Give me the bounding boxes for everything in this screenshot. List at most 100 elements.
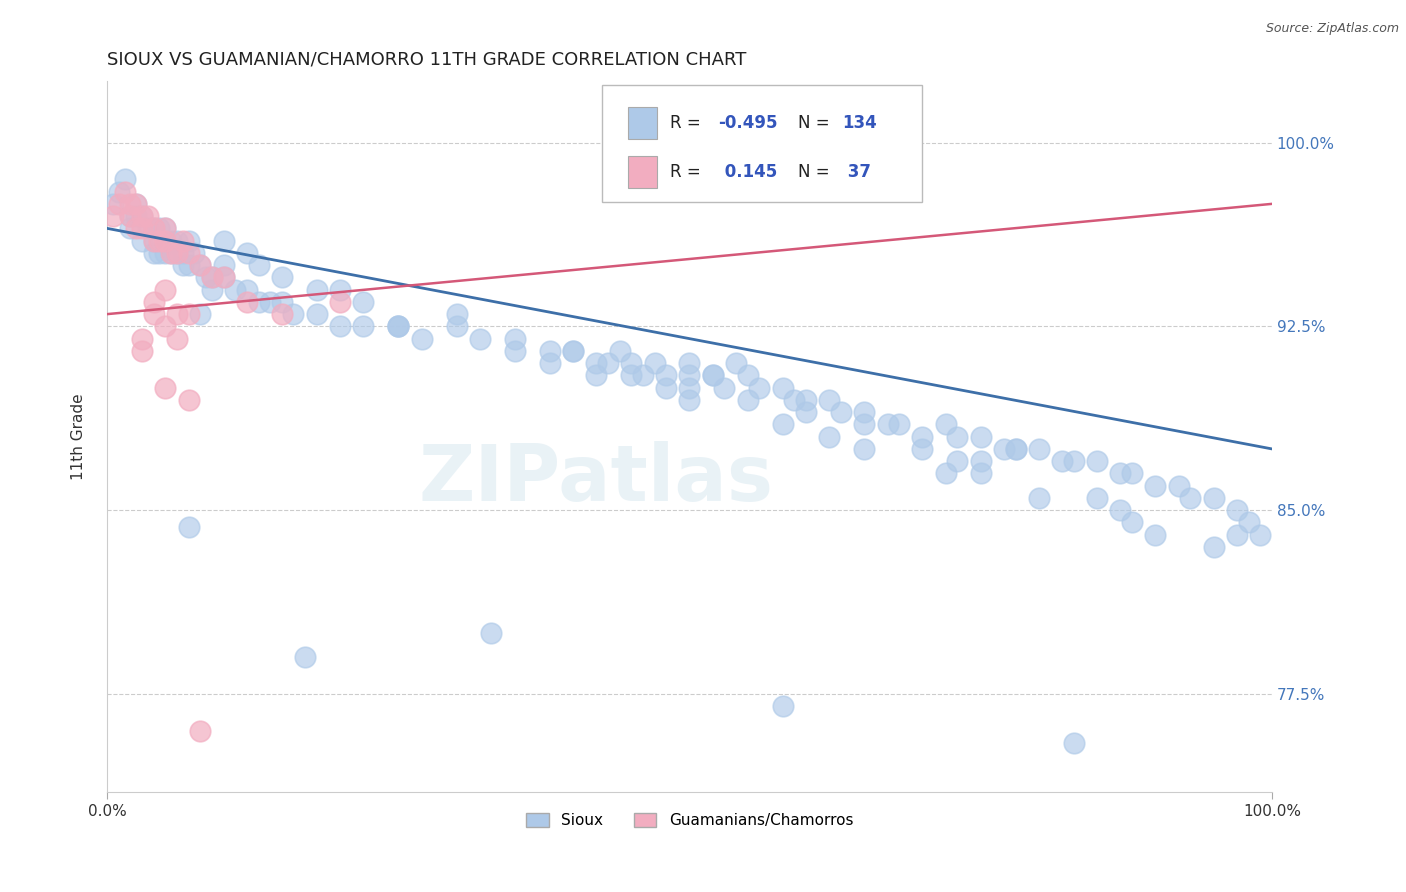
Point — [411, 332, 433, 346]
Point — [142, 234, 165, 248]
Point — [136, 209, 159, 223]
Point — [166, 245, 188, 260]
Point — [125, 221, 148, 235]
Point — [1167, 478, 1189, 492]
Point — [772, 381, 794, 395]
Point — [387, 319, 409, 334]
Point — [678, 392, 700, 407]
Text: Source: ZipAtlas.com: Source: ZipAtlas.com — [1265, 22, 1399, 36]
Point — [1109, 467, 1132, 481]
Point — [270, 307, 292, 321]
Point — [177, 392, 200, 407]
Point — [481, 625, 503, 640]
Point — [247, 258, 270, 272]
Point — [131, 332, 153, 346]
Point — [1144, 527, 1167, 541]
Point — [166, 234, 188, 248]
Point — [120, 221, 142, 235]
Point — [387, 319, 409, 334]
Point — [678, 368, 700, 383]
Point — [160, 245, 183, 260]
Point — [655, 368, 678, 383]
Point — [794, 405, 817, 419]
Point — [329, 319, 352, 334]
FancyBboxPatch shape — [627, 107, 657, 139]
Point — [644, 356, 666, 370]
Text: R =: R = — [669, 163, 700, 181]
Point — [737, 368, 759, 383]
Point — [911, 430, 934, 444]
Point — [1121, 516, 1143, 530]
Point — [538, 356, 561, 370]
Point — [1226, 503, 1249, 517]
Point — [876, 417, 898, 432]
Point — [503, 343, 526, 358]
Point — [702, 368, 724, 383]
Point — [201, 270, 224, 285]
Point — [1028, 442, 1050, 456]
Point — [970, 454, 993, 468]
Point — [1144, 478, 1167, 492]
Point — [1028, 491, 1050, 505]
Point — [596, 356, 619, 370]
FancyBboxPatch shape — [627, 156, 657, 188]
Point — [172, 234, 194, 248]
Point — [620, 356, 643, 370]
Point — [101, 209, 124, 223]
Point — [142, 221, 165, 235]
Point — [1085, 454, 1108, 468]
Point — [562, 343, 585, 358]
Point — [259, 294, 281, 309]
Point — [172, 245, 194, 260]
Point — [1050, 454, 1073, 468]
Point — [107, 185, 129, 199]
Point — [562, 343, 585, 358]
Point — [166, 307, 188, 321]
Point — [772, 699, 794, 714]
Point — [155, 381, 177, 395]
Point — [160, 245, 183, 260]
Point — [655, 381, 678, 395]
Point — [1109, 503, 1132, 517]
Y-axis label: 11th Grade: 11th Grade — [72, 393, 86, 480]
Point — [713, 381, 735, 395]
Point — [1004, 442, 1026, 456]
Point — [155, 319, 177, 334]
Point — [166, 245, 188, 260]
Point — [1063, 736, 1085, 750]
Text: R =: R = — [669, 114, 700, 132]
Point — [195, 270, 218, 285]
Point — [352, 319, 374, 334]
Point — [131, 209, 153, 223]
Point — [177, 520, 200, 534]
Point — [1202, 491, 1225, 505]
Point — [935, 467, 957, 481]
Point — [177, 234, 200, 248]
Point — [236, 294, 259, 309]
Point — [131, 343, 153, 358]
Text: SIOUX VS GUAMANIAN/CHAMORRO 11TH GRADE CORRELATION CHART: SIOUX VS GUAMANIAN/CHAMORRO 11TH GRADE C… — [107, 51, 747, 69]
Point — [270, 294, 292, 309]
Point — [177, 307, 200, 321]
Point — [585, 356, 607, 370]
Point — [131, 221, 153, 235]
Point — [101, 197, 124, 211]
Point — [853, 442, 876, 456]
Point — [305, 307, 328, 321]
Point — [148, 245, 170, 260]
Point — [148, 221, 170, 235]
Point — [142, 307, 165, 321]
Point — [155, 221, 177, 235]
Point — [1226, 527, 1249, 541]
Point — [1121, 467, 1143, 481]
Point — [352, 294, 374, 309]
Point — [585, 368, 607, 383]
Point — [212, 234, 235, 248]
Point — [155, 283, 177, 297]
Point — [155, 221, 177, 235]
Point — [236, 283, 259, 297]
Point — [224, 283, 246, 297]
Point — [678, 381, 700, 395]
Point — [131, 209, 153, 223]
FancyBboxPatch shape — [602, 85, 922, 202]
